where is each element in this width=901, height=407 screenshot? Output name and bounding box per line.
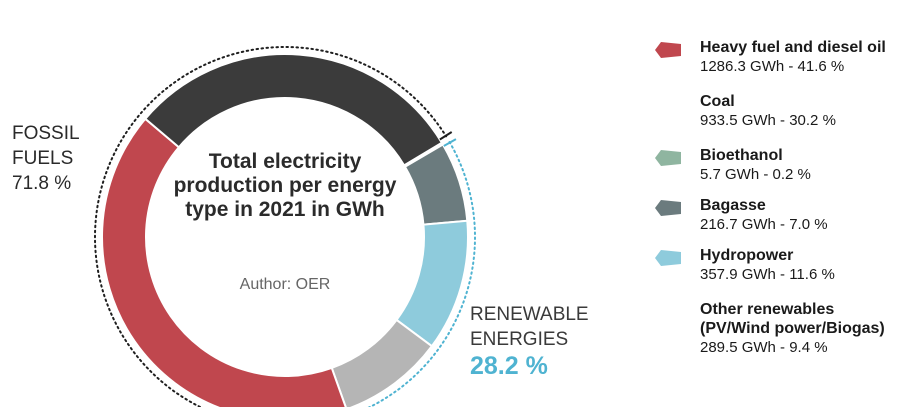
legend-item-bioethanol: Bioethanol 5.7 GWh - 0.2 % [652, 146, 811, 184]
fossil-bracket [94, 46, 448, 407]
legend-swatch-icon [655, 250, 681, 266]
fossil-fuels-label: 71.8 % [12, 173, 71, 194]
legend-name: Coal [700, 93, 735, 110]
legend-value: 5.7 GWh - 0.2 % [700, 166, 811, 183]
group-boundary-tick [443, 138, 457, 147]
legend-value: 933.5 GWh - 30.2 % [700, 112, 836, 129]
legend-item-other-renewables: Other renewables (PV/Wind power/Biogas) 28… [652, 300, 885, 357]
group-boundary-tick [439, 131, 453, 141]
legend-swatch-icon [655, 150, 681, 166]
legend-name: Heavy fuel and diesel oil [700, 39, 886, 56]
legend-item-hydropower: Hydropower 357.9 GWh - 11.6 % [652, 246, 835, 284]
legend-value: 289.5 GWh - 9.4 % [700, 339, 828, 356]
legend-item-bagasse: Bagasse 216.7 GWh - 7.0 % [652, 196, 828, 234]
fossil-fuels-label: FUELS [12, 148, 73, 169]
legend-swatch-icon [655, 200, 681, 216]
chart-title-line: type in 2021 in GWh [185, 198, 385, 221]
legend-name: Bagasse [700, 197, 766, 214]
legend-name: Hydropower [700, 247, 794, 264]
legend-item-coal: Coal 933.5 GWh - 30.2 % [652, 92, 836, 130]
renewable-bracket [367, 141, 476, 407]
legend-item-heavy-fuel: Heavy fuel and diesel oil 1286.3 GWh - 41… [652, 38, 886, 76]
legend-value: 357.9 GWh - 11.6 % [700, 266, 835, 283]
legend-value: 216.7 GWh - 7.0 % [700, 216, 828, 233]
legend-value: 1286.3 GWh - 41.6 % [700, 58, 845, 75]
renewable-energies-label: 28.2 % [470, 352, 548, 380]
legend-swatch-icon [655, 42, 681, 58]
chart-title-line: Total electricity [209, 150, 362, 173]
renewable-energies-label: RENEWABLE [470, 304, 589, 325]
chart-title-line: production per energy [174, 174, 397, 197]
legend-name: Bioethanol [700, 147, 783, 164]
legend-name: (PV/Wind power/Biogas) [700, 320, 885, 337]
renewable-energies-label: ENERGIES [470, 329, 568, 350]
legend-name: Other renewables [700, 301, 835, 318]
slice-heavy-fuel [101, 117, 347, 407]
author-label: Author: OER [240, 276, 331, 293]
slice-coal [143, 53, 444, 167]
fossil-fuels-label: FOSSIL [12, 123, 80, 144]
